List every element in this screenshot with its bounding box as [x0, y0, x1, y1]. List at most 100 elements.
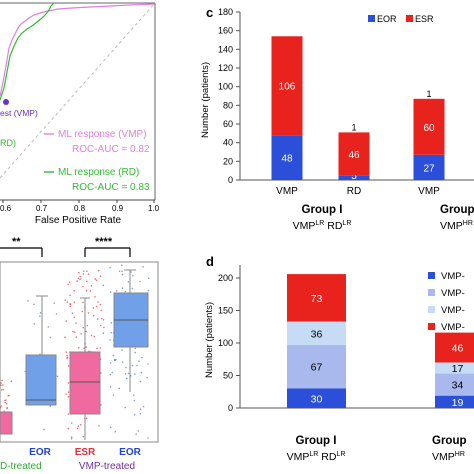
jitter-point — [137, 430, 139, 432]
d-legend-label-0: VMP- — [441, 271, 465, 282]
jitter-point — [67, 283, 69, 286]
jitter-point — [76, 427, 79, 430]
jitter-point — [77, 277, 80, 280]
jitter-point — [67, 365, 70, 367]
jitter-point — [102, 284, 105, 287]
jitter-point — [75, 336, 77, 338]
jitter-point — [124, 406, 126, 409]
c-bar-value-esr-0: 106 — [279, 82, 296, 93]
d-bars: 30 67 36 73 19 34 17 46 — [287, 274, 474, 409]
d-bar-value-2-1: 17 — [452, 363, 464, 375]
jitter-point — [5, 402, 8, 405]
legend-rd-auc: ROC-AUC = 0.83 — [72, 182, 150, 193]
jitter-point — [85, 280, 88, 283]
jitter-point — [94, 296, 96, 298]
jitter-point — [101, 317, 103, 320]
c-bar-esr-2 — [413, 98, 445, 155]
jitter-point — [76, 280, 78, 282]
jitter-point — [96, 318, 99, 320]
jitter-point — [77, 425, 79, 428]
jitter-point — [43, 428, 45, 431]
jitter-point — [33, 303, 35, 306]
jitter-point — [67, 382, 70, 384]
jitter-point — [116, 290, 118, 292]
jitter-point — [131, 287, 134, 290]
jitter-point — [69, 281, 71, 284]
d-legend-label-2: VMP- — [441, 305, 465, 316]
d-bar-value-0-0: 30 — [311, 393, 323, 405]
jitter-point — [94, 278, 96, 280]
jitter-point — [109, 339, 111, 341]
jitter-point — [114, 430, 117, 433]
jitter-point — [118, 387, 120, 390]
jitter-point — [135, 433, 137, 436]
jitter-point — [85, 289, 88, 292]
box-group-right: VMP-treated — [79, 461, 135, 472]
d-group1-title: Group I — [296, 435, 337, 447]
jitter-point — [112, 354, 115, 357]
jitter-point — [86, 324, 89, 327]
jitter-point — [27, 300, 29, 302]
d-bar-seg-2-1 — [435, 362, 474, 374]
c-group-labels: Group I VMPLR RDLR Group VMPHR — [293, 204, 474, 232]
d-y-ticks: 0 50 100 150 200 — [218, 273, 240, 413]
jitter-point — [96, 347, 98, 350]
jitter-point — [139, 380, 142, 383]
jitter-point — [78, 347, 80, 349]
c-legend: EOR ESR — [368, 14, 434, 24]
d-ytick-label-3: 150 — [218, 306, 233, 316]
c-group2-title: Group — [440, 204, 474, 216]
jitter-point — [82, 326, 84, 329]
c-legend-swatch-esr — [406, 15, 413, 22]
d-bar-value-2-0: 36 — [311, 328, 323, 340]
jitter-point — [78, 271, 80, 274]
boxplot-frame — [0, 261, 159, 443]
c-ytick-label-1: 20 — [223, 156, 233, 166]
jitter-point — [121, 287, 124, 289]
jitter-point — [73, 331, 76, 334]
c-legend-eor: EOR — [377, 14, 397, 24]
d-group-labels: Group I VMPLR RDLR Group VMPHR — [287, 435, 467, 463]
jitter-point — [99, 303, 102, 306]
jitter-point — [67, 395, 70, 398]
c-group2-sub: VMPHR — [440, 220, 473, 232]
jitter-point — [10, 380, 13, 383]
jitter-point — [0, 382, 2, 384]
jitter-point — [73, 289, 75, 292]
c-ytick-label-9: 180 — [218, 7, 233, 17]
c-ytick-label-4: 80 — [223, 100, 233, 110]
jitter-point — [125, 366, 127, 369]
jitter-point — [6, 407, 8, 410]
d-bar-seg-1-1 — [435, 373, 474, 396]
d-ytick-label-1: 50 — [223, 371, 233, 381]
jitter-point — [66, 301, 69, 303]
jitter-point — [109, 373, 112, 376]
jitter-point — [72, 330, 74, 333]
d-group2-title: Group — [432, 435, 467, 447]
legend-vmp-name: ML response (VMP) — [58, 129, 147, 140]
jitter-point — [133, 399, 136, 402]
jitter-point — [103, 326, 105, 329]
jitter-point — [2, 388, 5, 391]
jitter-point — [147, 363, 149, 365]
jitter-point — [79, 423, 82, 426]
d-bar-seg-3-1 — [435, 332, 474, 363]
roc-point-vmp — [3, 99, 9, 105]
jitter-point — [87, 312, 90, 314]
jitter-point — [136, 364, 138, 367]
jitter-point — [0, 389, 3, 391]
jitter-point — [147, 289, 150, 292]
box-cat-esr-vmp: ESR — [75, 447, 96, 458]
jitter-point — [67, 427, 70, 430]
jitter-point — [82, 301, 84, 304]
jitter-point — [90, 334, 93, 337]
jitter-point — [100, 309, 103, 312]
jitter-point — [85, 330, 87, 333]
d-group1-sub: VMPLR RDLR — [287, 451, 346, 463]
jitter-point — [110, 331, 112, 334]
c-xtick-label-1: RD — [347, 186, 361, 197]
roc-legend: ML response (VMP) ROC-AUC = 0.82 ML resp… — [44, 129, 150, 193]
jitter-point — [66, 357, 68, 360]
d-legend-label-1: VMP- — [441, 288, 465, 299]
